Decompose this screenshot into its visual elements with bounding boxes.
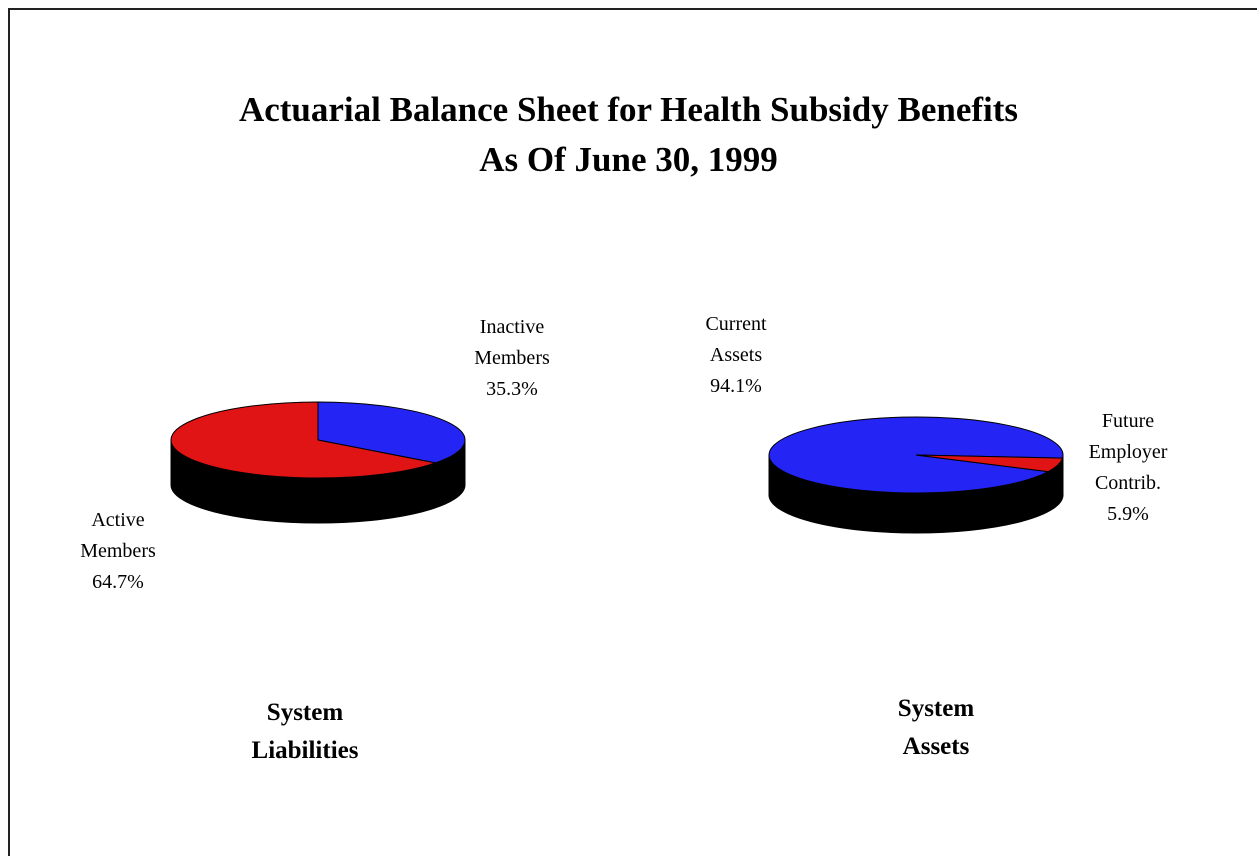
slice-label: Active Members 64.7% [63,505,173,598]
slice-label: Inactive Members 35.3% [457,312,567,405]
pie-slice [915,454,1064,473]
slice-value: 35.3% [486,378,538,400]
slice-category: Active Members [80,509,156,562]
slice-category: Current Assets [705,313,767,366]
slice-value: 64.7% [92,571,144,593]
slice-value: 5.9% [1107,503,1149,525]
slice-label: Future Employer Contrib. 5.9% [1073,406,1183,530]
pie-title: System Liabilities [251,699,359,764]
pie-slice [170,401,438,479]
slice-category: Inactive Members [474,316,550,369]
pie-title: System Assets [897,695,975,760]
slice-category: Future Employer Contrib. [1088,410,1168,494]
slice-value: 94.1% [710,375,762,397]
slice-label: Current Assets 94.1% [681,309,791,402]
pie-slice [317,401,466,464]
chart-subtitle: As Of June 30, 1999 [479,140,778,179]
frame [8,8,1257,856]
chart-title: Actuarial Balance Sheet for Health Subsi… [238,90,1019,129]
